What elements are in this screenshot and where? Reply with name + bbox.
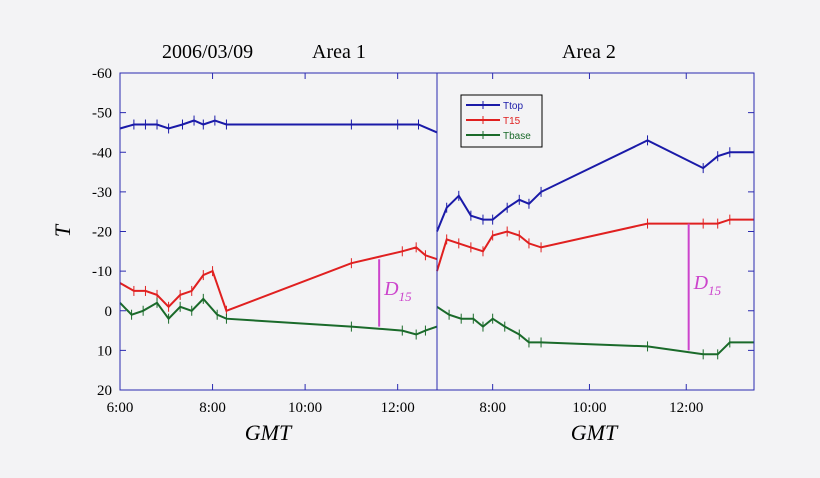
x-tick-label-area2: 10:00 xyxy=(572,400,606,416)
x-tick-label-area2: 12:00 xyxy=(669,400,703,416)
x-tick-label-area1: 8:00 xyxy=(199,400,226,416)
area2-d15-label: D15 xyxy=(693,272,722,298)
title-area1: Area 1 xyxy=(312,41,366,63)
x-tick-label-area1: 10:00 xyxy=(288,400,322,416)
y-tick-label: -50 xyxy=(92,106,112,122)
y-tick-label: -40 xyxy=(92,145,112,161)
y-tick-label: 20 xyxy=(97,383,112,399)
x-tick-label-area1: 12:00 xyxy=(381,400,415,416)
title-date: 2006/03/09 xyxy=(162,41,253,63)
title-area2: Area 2 xyxy=(562,41,616,63)
y-tick-label: -60 xyxy=(92,66,112,82)
x-tick-label-area2: 8:00 xyxy=(479,400,506,416)
area1-series-ttop xyxy=(119,119,438,134)
legend-label-t15: T15 xyxy=(503,116,521,127)
x-tick-label-area1: 6:00 xyxy=(107,400,134,416)
x-axis-label-area1: GMT xyxy=(245,420,293,445)
x-axis-label-area2: GMT xyxy=(571,420,619,445)
legend-label-ttop: Ttop xyxy=(503,101,523,112)
y-tick-label: -30 xyxy=(92,185,112,201)
y-tick-label: 0 xyxy=(105,304,113,320)
panel-frame-area2 xyxy=(436,72,755,391)
legend-label-tbase: Tbase xyxy=(503,131,531,142)
area1-d15-label: D15 xyxy=(383,278,412,304)
y-tick-label: -10 xyxy=(92,264,112,280)
legend: Ttop T15 Tbase xyxy=(460,94,543,148)
y-tick-label: -20 xyxy=(92,225,112,241)
y-tick-label: 10 xyxy=(97,343,112,359)
tick-layer: -60 -50 -40 -30 -20 -10 0 10 206:00 8:00 10:00 12:0… xyxy=(92,66,754,416)
annotation-layer: D15 D15 xyxy=(378,223,722,351)
y-axis-label: T xyxy=(50,223,75,237)
